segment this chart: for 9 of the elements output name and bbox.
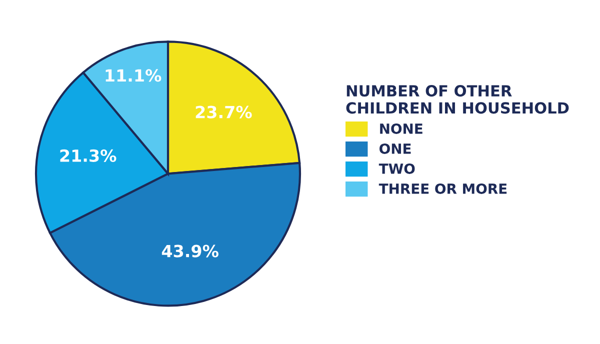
legend-label: TWO bbox=[378, 163, 415, 174]
data-label: 21.3% bbox=[60, 149, 116, 162]
data-label: 23.7% bbox=[196, 106, 252, 118]
legend-label: ONE bbox=[380, 143, 411, 154]
legend-label: NONE bbox=[380, 123, 422, 134]
legend-label: THREE OR MORE bbox=[378, 183, 507, 194]
data-label: 11.1% bbox=[106, 69, 162, 82]
legend-title: NUMBER OF OTHER CHILDREN IN HOUSEHOLD bbox=[346, 85, 569, 114]
data-label: 43.9% bbox=[162, 244, 218, 258]
